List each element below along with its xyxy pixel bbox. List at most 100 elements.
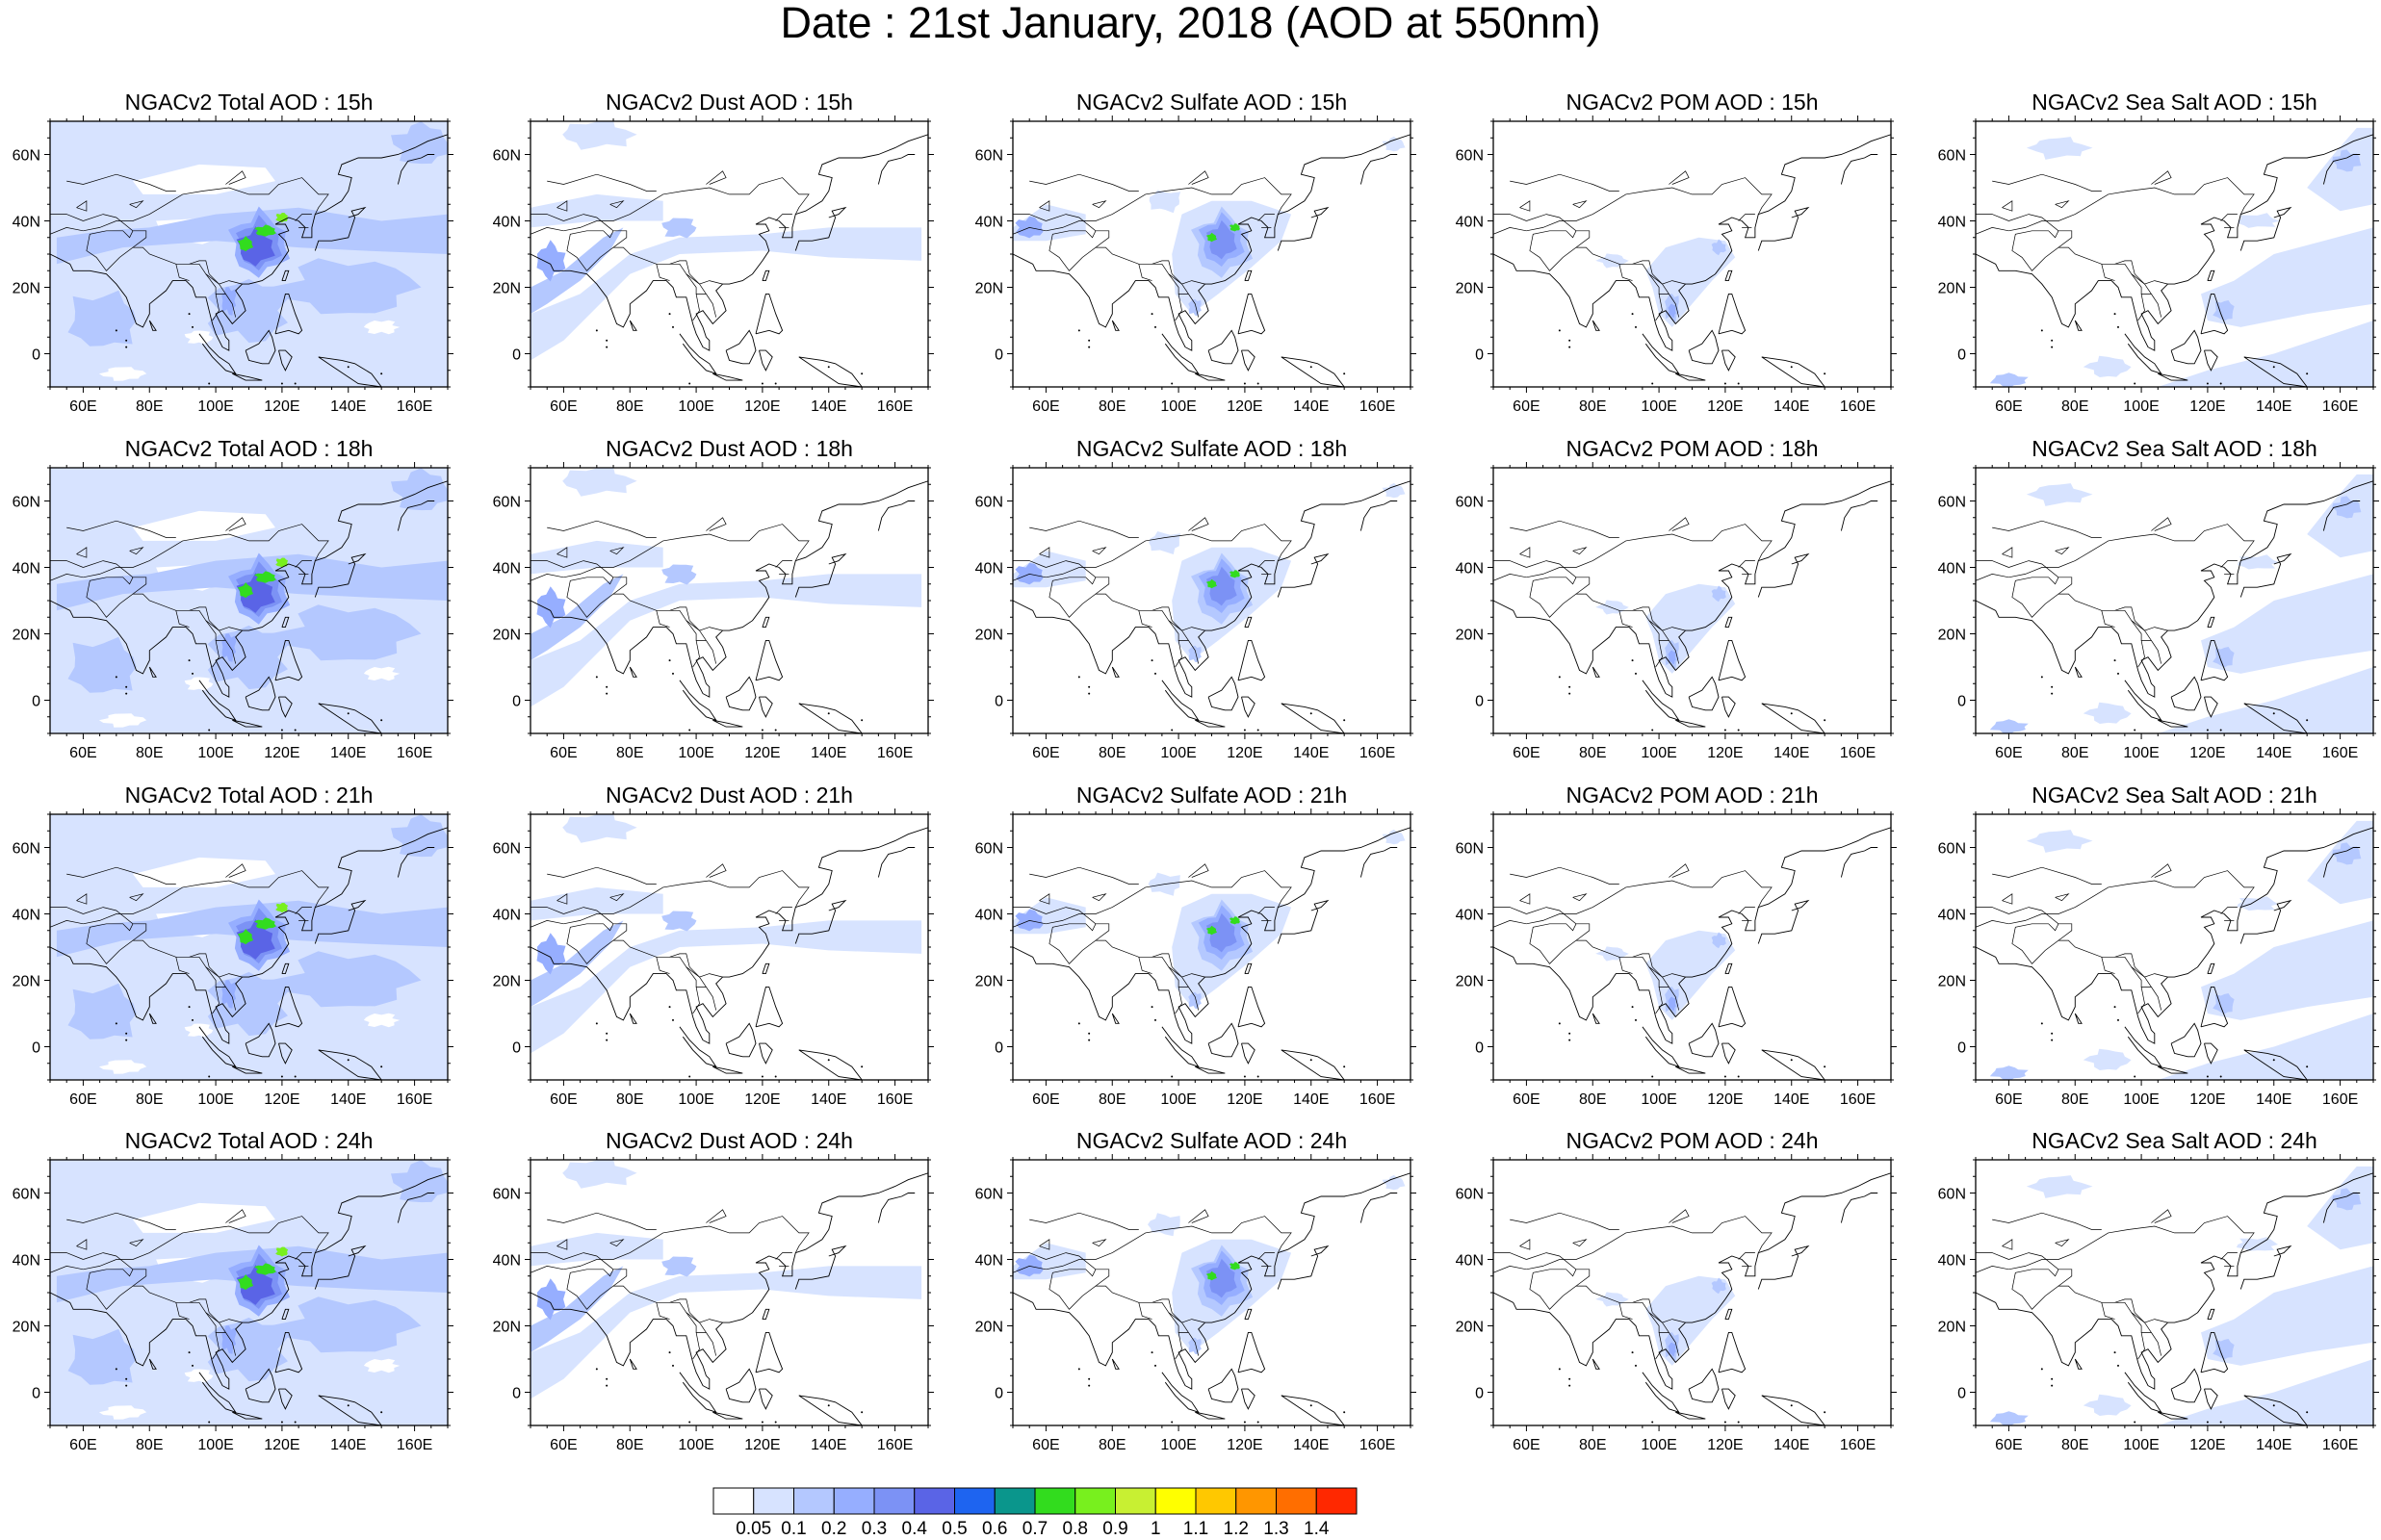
coastline (2204, 349, 2218, 372)
y-tick-label: 60N (493, 148, 521, 165)
country-border (1095, 1269, 1110, 1287)
aod-contour (237, 929, 254, 945)
coastline (1281, 703, 1345, 733)
aod-contour (67, 636, 137, 693)
coastline (1724, 962, 1733, 975)
coastline (1592, 666, 1600, 678)
aod-contour (236, 573, 275, 613)
map-outlines (50, 134, 448, 387)
coastline (1281, 1395, 1345, 1425)
island-dot (191, 672, 194, 675)
country-border (1013, 227, 1047, 235)
coastline (232, 372, 263, 381)
island-dot (606, 1377, 608, 1380)
colorbar-label: 1.2 (1223, 1519, 1249, 1539)
aod-contour (1205, 925, 1217, 936)
aod-contour (1989, 1411, 2029, 1425)
panel-title: NGACv2 Total AOD : 21h (124, 783, 374, 808)
axis-ticks (1488, 116, 1897, 393)
country-border (1510, 520, 1619, 538)
x-tick-label: 140E (811, 1091, 846, 1108)
coastline (2200, 986, 2229, 1028)
x-tick-label: 120E (1227, 398, 1262, 415)
island-dot (1790, 1059, 1793, 1062)
island-dot (1309, 1059, 1312, 1062)
coastline (1013, 134, 1410, 351)
country-border (531, 560, 564, 568)
island-dot (115, 676, 117, 679)
map-outlines (1013, 134, 1410, 387)
country-border (1046, 907, 1205, 978)
island-dot (1088, 339, 1091, 342)
coastline (1976, 134, 2373, 351)
country-border (1526, 1216, 1773, 1270)
island-dot (2134, 1421, 2136, 1424)
x-tick-label: 120E (1227, 1437, 1262, 1453)
country-border (1175, 1332, 1182, 1360)
coastline (679, 333, 717, 375)
x-tick-label: 160E (1840, 398, 1876, 415)
island-dot (188, 313, 191, 316)
lake-outline (1039, 1239, 1050, 1250)
island-dot (827, 712, 830, 715)
map-total-24h: 60E 80E 100E 120E 140E 160E 60N 40N 20N 0 (13, 1154, 453, 1453)
coastline (1761, 703, 1825, 733)
colorbar-box (914, 1487, 955, 1515)
y-tick-label: 40N (13, 215, 40, 231)
aod-contour (1976, 1014, 2373, 1080)
island-dot (294, 1075, 297, 1078)
country-border (656, 264, 670, 281)
coastline (1281, 1049, 1345, 1080)
country-border (2057, 1269, 2073, 1287)
island-dot (1151, 659, 1153, 662)
map-seasalt-21h: 60E 80E 100E 120E 140E 160E 60N 40N 20N 0 (1938, 808, 2379, 1108)
coastline (50, 827, 448, 1044)
y-tick-label: 40N (1456, 215, 1484, 231)
y-tick-label: 20N (975, 281, 1003, 297)
coastline (2207, 962, 2215, 975)
country-border (1632, 263, 1680, 318)
island-dot (208, 1421, 211, 1424)
coastline (1675, 1065, 1706, 1074)
island-dot (1558, 1368, 1561, 1371)
island-dot (668, 1351, 671, 1354)
island-dot (115, 329, 117, 332)
map-outlines (1976, 1172, 2373, 1425)
y-tick-label: 60N (1456, 495, 1484, 511)
x-tick-label: 80E (616, 398, 643, 415)
x-tick-label: 60E (550, 1091, 577, 1108)
x-tick-label: 120E (2189, 1437, 2225, 1453)
y-tick-label: 0 (32, 694, 40, 710)
x-tick-label: 80E (2061, 1091, 2088, 1108)
lake-outline (129, 547, 144, 555)
x-tick-label: 120E (1707, 398, 1743, 415)
x-tick-label: 100E (2123, 398, 2159, 415)
coastline (318, 1049, 382, 1080)
x-tick-label: 100E (197, 398, 233, 415)
map-outlines (531, 480, 928, 733)
x-tick-label: 160E (1359, 745, 1395, 761)
coastline (2124, 1026, 2162, 1068)
island-dot (1631, 659, 1634, 662)
country-border (2131, 273, 2152, 295)
x-tick-label: 100E (197, 1091, 233, 1108)
coastline (2074, 666, 2083, 678)
country-border (1976, 227, 2009, 235)
island-dot (595, 329, 598, 332)
country-border (50, 907, 84, 914)
island-dot (861, 719, 864, 722)
lake-outline (1188, 170, 1209, 185)
y-tick-label: 40N (975, 215, 1003, 231)
island-dot (2219, 1421, 2222, 1424)
y-tick-label: 0 (1475, 694, 1484, 710)
x-tick-label: 160E (2322, 398, 2358, 415)
map-outlines (1493, 1172, 1891, 1425)
aod-contour (391, 468, 448, 511)
island-dot (2306, 372, 2309, 375)
coastline (397, 847, 435, 878)
y-tick-label: 60N (1938, 495, 1966, 511)
aod-contour (2026, 137, 2093, 160)
country-border (83, 177, 329, 232)
x-tick-label: 60E (69, 398, 96, 415)
axis-ticks (525, 1154, 934, 1431)
